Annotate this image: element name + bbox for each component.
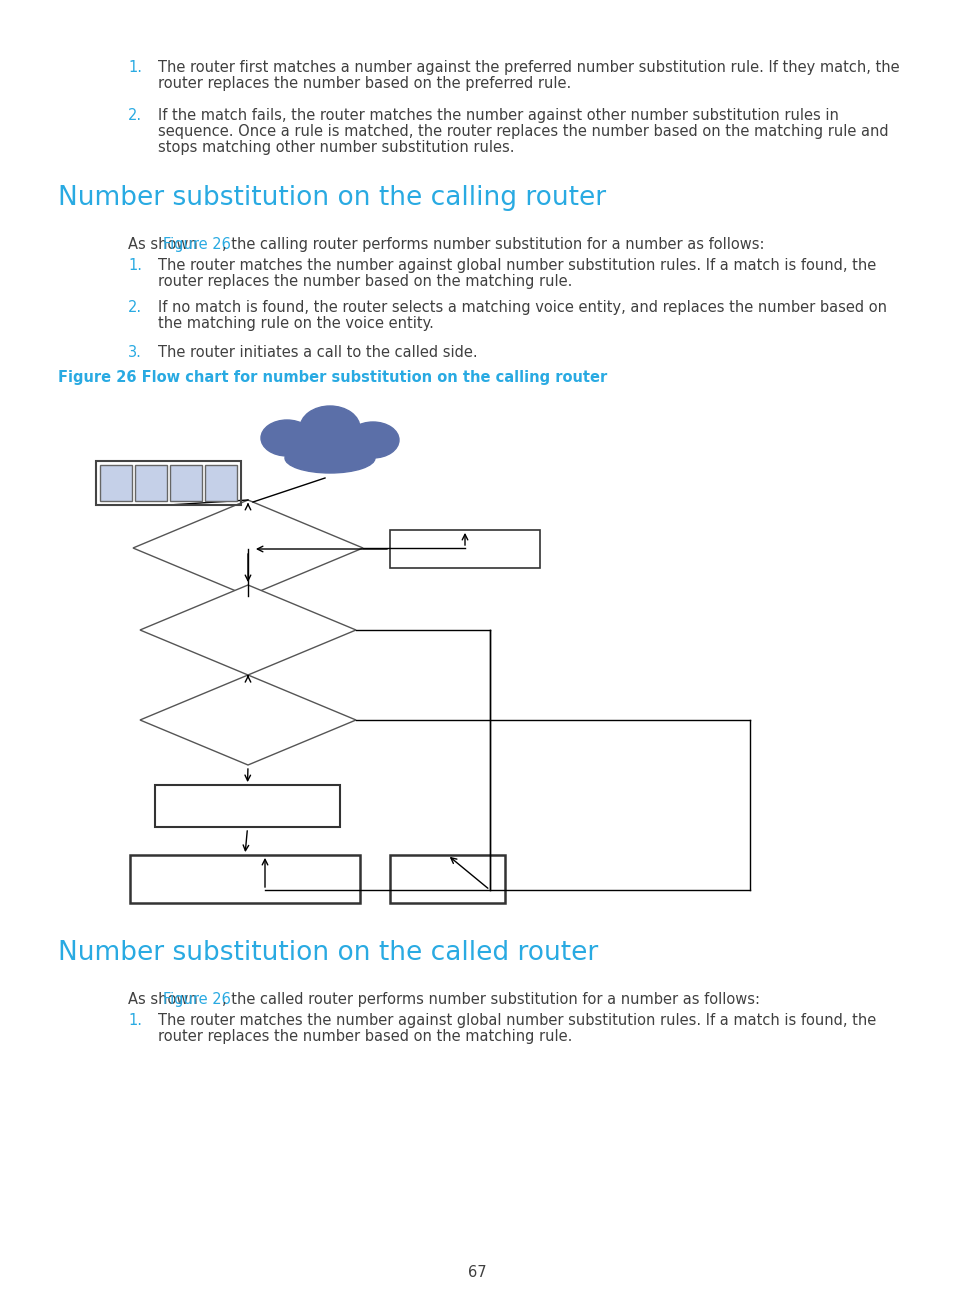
Bar [390, 855, 504, 903]
Text: As shown: As shown [128, 991, 202, 1007]
Text: Figure 26: Figure 26 [163, 991, 231, 1007]
Bar [135, 465, 167, 502]
Bar [154, 785, 339, 827]
Bar [96, 461, 241, 505]
Text: 1.: 1. [128, 1013, 142, 1028]
Text: 1.: 1. [128, 258, 142, 273]
Text: router replaces the number based on the preferred rule.: router replaces the number based on the … [158, 76, 571, 91]
Text: The router first matches a number against the preferred number substitution rule: The router first matches a number agains… [158, 60, 899, 75]
Text: , the called router performs number substitution for a number as follows:: , the called router performs number subs… [222, 991, 760, 1007]
Text: As shown: As shown [128, 237, 202, 251]
Bar [170, 465, 202, 502]
Polygon shape [132, 500, 363, 596]
Text: stops matching other number substitution rules.: stops matching other number substitution… [158, 140, 514, 156]
Ellipse shape [347, 422, 398, 457]
Text: 2.: 2. [128, 108, 142, 123]
Text: 3.: 3. [128, 345, 142, 360]
Text: The router initiates a call to the called side.: The router initiates a call to the calle… [158, 345, 477, 360]
Ellipse shape [285, 443, 375, 473]
Text: Number substitution on the calling router: Number substitution on the calling route… [58, 185, 605, 211]
Text: Figure 26 Flow chart for number substitution on the calling router: Figure 26 Flow chart for number substitu… [58, 369, 607, 385]
Text: Number substitution on the called router: Number substitution on the called router [58, 940, 598, 966]
Text: the matching rule on the voice entity.: the matching rule on the voice entity. [158, 316, 434, 330]
Text: If the match fails, the router matches the number against other number substitut: If the match fails, the router matches t… [158, 108, 838, 123]
Bar [390, 530, 539, 568]
Text: 2.: 2. [128, 299, 142, 315]
Text: router replaces the number based on the matching rule.: router replaces the number based on the … [158, 273, 572, 289]
Text: The router matches the number against global number substitution rules. If a mat: The router matches the number against gl… [158, 1013, 876, 1028]
Bar [130, 855, 359, 903]
Text: If no match is found, the router selects a matching voice entity, and replaces t: If no match is found, the router selects… [158, 299, 886, 315]
Text: 67: 67 [467, 1265, 486, 1280]
Text: sequence. Once a rule is matched, the router replaces the number based on the ma: sequence. Once a rule is matched, the ro… [158, 124, 887, 139]
Text: 1.: 1. [128, 60, 142, 75]
Text: router replaces the number based on the matching rule.: router replaces the number based on the … [158, 1029, 572, 1045]
Text: The router matches the number against global number substitution rules. If a mat: The router matches the number against gl… [158, 258, 876, 273]
Ellipse shape [299, 406, 359, 450]
Polygon shape [140, 675, 355, 765]
Bar [205, 465, 236, 502]
Ellipse shape [261, 420, 313, 456]
Bar [100, 465, 132, 502]
Text: Figure 26: Figure 26 [163, 237, 231, 251]
Polygon shape [140, 584, 355, 675]
Text: , the calling router performs number substitution for a number as follows:: , the calling router performs number sub… [222, 237, 763, 251]
